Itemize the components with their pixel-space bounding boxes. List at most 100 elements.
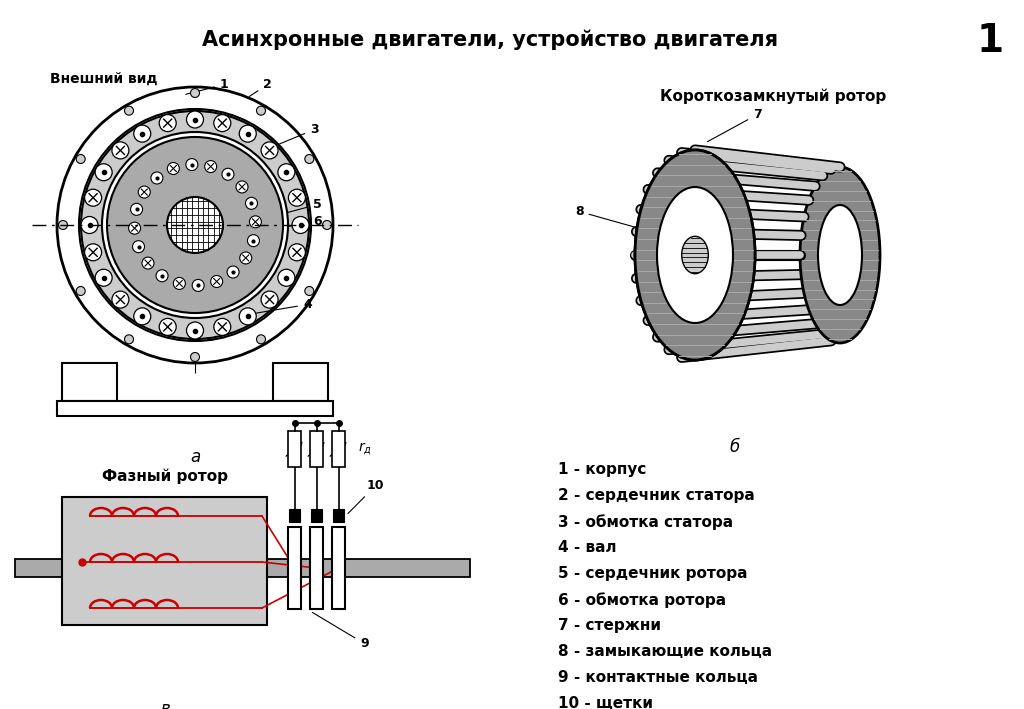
- Text: 9 - контактные кольца: 9 - контактные кольца: [558, 670, 758, 685]
- Circle shape: [159, 115, 176, 132]
- Text: 2 - сердечник статора: 2 - сердечник статора: [558, 488, 755, 503]
- Ellipse shape: [635, 150, 755, 360]
- Circle shape: [289, 189, 305, 206]
- Circle shape: [151, 172, 163, 184]
- Text: 3 - обмотка статора: 3 - обмотка статора: [558, 514, 733, 530]
- Circle shape: [173, 277, 185, 289]
- Text: 9: 9: [312, 613, 369, 650]
- Circle shape: [256, 335, 265, 344]
- Text: 5: 5: [269, 198, 322, 217]
- Circle shape: [125, 335, 133, 344]
- Circle shape: [305, 286, 313, 296]
- Circle shape: [112, 142, 129, 159]
- Circle shape: [112, 291, 129, 308]
- Ellipse shape: [818, 205, 862, 305]
- Text: 2: 2: [249, 78, 271, 96]
- Bar: [310, 431, 323, 467]
- Bar: [332, 527, 345, 609]
- Circle shape: [132, 240, 144, 252]
- Circle shape: [186, 322, 204, 339]
- Bar: [333, 509, 344, 522]
- Circle shape: [261, 142, 279, 159]
- Text: 4: 4: [248, 298, 311, 315]
- Circle shape: [85, 244, 101, 261]
- Text: 10: 10: [348, 479, 384, 513]
- Circle shape: [214, 318, 230, 335]
- Text: в: в: [160, 700, 170, 709]
- Text: 7: 7: [708, 108, 762, 142]
- Circle shape: [95, 269, 113, 286]
- Circle shape: [58, 220, 68, 230]
- Circle shape: [57, 87, 333, 363]
- Bar: [288, 431, 301, 467]
- Text: б: б: [730, 438, 740, 456]
- Circle shape: [102, 132, 288, 318]
- Text: 7 - стержни: 7 - стержни: [558, 618, 662, 633]
- Circle shape: [134, 308, 151, 325]
- Circle shape: [278, 164, 295, 181]
- Bar: [311, 509, 322, 522]
- Circle shape: [185, 159, 198, 171]
- Circle shape: [156, 269, 168, 281]
- Circle shape: [246, 197, 257, 209]
- Bar: [62, 497, 267, 625]
- Circle shape: [142, 257, 154, 269]
- Circle shape: [131, 203, 142, 216]
- Circle shape: [261, 291, 279, 308]
- Circle shape: [236, 181, 248, 193]
- Ellipse shape: [682, 236, 709, 274]
- Circle shape: [205, 160, 217, 172]
- Circle shape: [186, 111, 204, 128]
- Circle shape: [256, 106, 265, 115]
- Text: 1: 1: [977, 22, 1004, 60]
- Text: 6: 6: [258, 215, 322, 232]
- Circle shape: [125, 106, 133, 115]
- Text: 1 - корпус: 1 - корпус: [558, 462, 646, 477]
- Text: 5 - сердечник ротора: 5 - сердечник ротора: [558, 566, 748, 581]
- Circle shape: [167, 162, 179, 174]
- Text: Асинхронные двигатели, устройство двигателя: Асинхронные двигатели, устройство двигат…: [202, 30, 778, 50]
- Circle shape: [323, 220, 332, 230]
- Circle shape: [190, 89, 200, 98]
- Circle shape: [138, 186, 151, 198]
- Circle shape: [95, 164, 113, 181]
- Text: 1: 1: [185, 78, 228, 94]
- Bar: [332, 431, 345, 467]
- Ellipse shape: [682, 236, 709, 274]
- Circle shape: [222, 168, 233, 180]
- Ellipse shape: [657, 187, 733, 323]
- Circle shape: [278, 269, 295, 286]
- Text: 8 - замыкающие кольца: 8 - замыкающие кольца: [558, 644, 772, 659]
- Circle shape: [81, 111, 309, 339]
- Text: 3: 3: [280, 123, 318, 144]
- Circle shape: [250, 216, 261, 228]
- Bar: [15, 559, 470, 577]
- Bar: [273, 363, 328, 401]
- Circle shape: [129, 222, 140, 234]
- Circle shape: [240, 252, 252, 264]
- Circle shape: [214, 115, 230, 132]
- Text: 8: 8: [575, 205, 642, 229]
- Circle shape: [240, 125, 256, 142]
- Bar: [62, 363, 117, 401]
- Circle shape: [193, 279, 204, 291]
- Circle shape: [289, 244, 305, 261]
- Text: Внешний вид: Внешний вид: [50, 72, 158, 86]
- Circle shape: [167, 197, 223, 253]
- Circle shape: [106, 137, 283, 313]
- Ellipse shape: [657, 187, 733, 323]
- Circle shape: [79, 109, 311, 341]
- Circle shape: [159, 318, 176, 335]
- Bar: [289, 509, 300, 522]
- Text: Короткозамкнутый ротор: Короткозамкнутый ротор: [660, 88, 886, 104]
- Text: $r_д$: $r_д$: [358, 441, 372, 457]
- Circle shape: [305, 155, 313, 164]
- Circle shape: [211, 276, 222, 287]
- Circle shape: [134, 125, 151, 142]
- Ellipse shape: [635, 150, 755, 360]
- Circle shape: [248, 235, 259, 247]
- Bar: [288, 527, 301, 609]
- Circle shape: [85, 189, 101, 206]
- Bar: [57, 401, 333, 416]
- Circle shape: [227, 266, 239, 278]
